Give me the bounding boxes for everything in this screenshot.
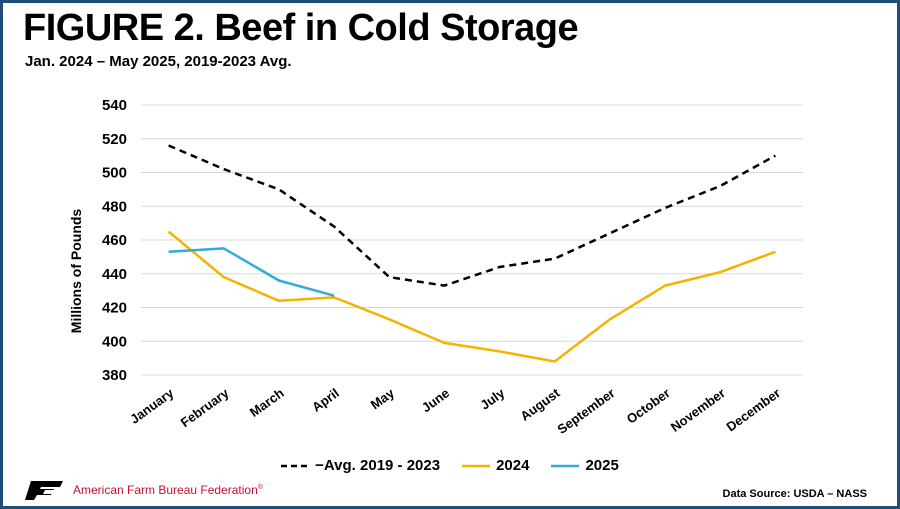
y-tick-label: 460 (102, 232, 127, 249)
chart-subtitle: Jan. 2024 – May 2025, 2019-2023 Avg. (25, 53, 292, 70)
series-line-2 (168, 247, 335, 297)
legend-item: 2025 (551, 457, 619, 474)
series-line-1 (167, 230, 776, 363)
legend-swatch (281, 464, 310, 467)
x-tick-label: November (668, 385, 728, 435)
legend: −Avg. 2019 - 2023 2024 2025 (3, 457, 897, 474)
x-tick-label: October (624, 385, 673, 426)
y-tick-label: 440 (102, 266, 127, 283)
x-tick-label: September (554, 385, 617, 437)
y-axis-ticks: 540 520 500 480 460 440 420 400 380 (102, 97, 127, 384)
legend-item: −Avg. 2019 - 2023 (281, 457, 440, 474)
registered-mark: ® (257, 484, 263, 491)
series-line-0 (168, 144, 777, 287)
legend-label: 2025 (585, 457, 619, 474)
data-source: Data Source: USDA – NASS (722, 488, 867, 500)
afbf-logo-icon (25, 481, 63, 500)
x-tick-label: April (309, 385, 342, 415)
org-name: American Farm Bureau Federation® (73, 483, 263, 497)
org-name-text: American Farm Bureau Federation (73, 483, 258, 497)
chart-title: FIGURE 2. Beef in Cold Storage (23, 7, 579, 49)
legend-swatch (462, 464, 491, 467)
x-tick-label: December (723, 385, 783, 434)
series-lines (167, 144, 777, 363)
x-tick-label: August (517, 385, 563, 424)
legend-label: −Avg. 2019 - 2023 (315, 457, 441, 474)
y-tick-label: 380 (102, 367, 127, 384)
x-tick-label: July (477, 385, 507, 413)
x-axis-ticks: January February March April May June July Augu… (127, 385, 783, 437)
org-branding: American Farm Bureau Federation® (25, 479, 263, 501)
y-axis-label: Millions of Pounds (68, 209, 84, 334)
x-tick-label: May (368, 385, 398, 412)
x-tick-label: February (178, 385, 232, 430)
y-tick-label: 520 (102, 131, 127, 148)
x-tick-label: June (419, 385, 452, 415)
legend-swatch (551, 464, 580, 467)
y-tick-label: 500 (102, 165, 127, 182)
y-tick-label: 480 (102, 198, 127, 215)
x-tick-label: March (247, 385, 287, 420)
legend-label: 2024 (496, 457, 530, 474)
y-tick-label: 420 (102, 300, 127, 317)
line-chart: 540 520 500 480 460 440 420 400 380 January Febru… (68, 97, 803, 437)
y-tick-label: 400 (102, 333, 127, 350)
gridlines (141, 104, 803, 376)
y-tick-label: 540 (102, 97, 127, 114)
x-tick-label: January (127, 385, 177, 427)
legend-item: 2024 (462, 457, 529, 474)
